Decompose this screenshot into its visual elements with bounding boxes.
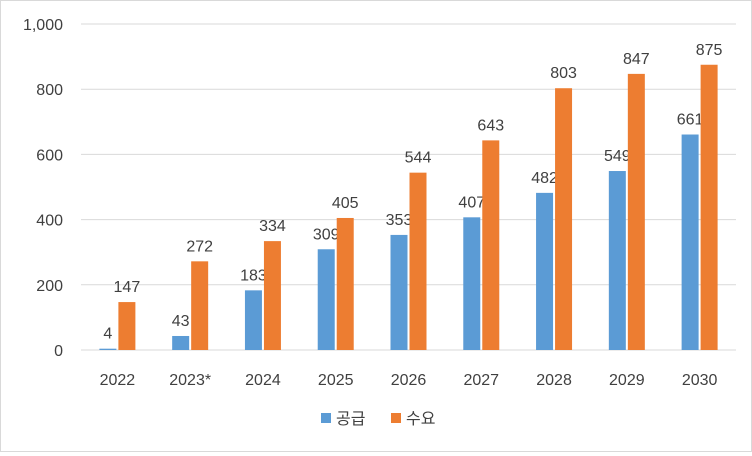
bar-supply bbox=[681, 134, 699, 350]
bar-demand bbox=[191, 261, 209, 350]
data-label: 183 bbox=[240, 267, 267, 284]
data-label: 643 bbox=[477, 117, 504, 134]
legend-swatch-supply bbox=[321, 413, 331, 423]
y-tick-label: 0 bbox=[54, 343, 63, 360]
bar-supply bbox=[244, 290, 262, 350]
x-tick-label: 2028 bbox=[536, 372, 572, 389]
data-label: 43 bbox=[172, 313, 190, 330]
bar-supply bbox=[172, 335, 190, 350]
bar-demand bbox=[263, 241, 281, 350]
bar-supply bbox=[99, 348, 117, 350]
data-label: 544 bbox=[405, 150, 432, 167]
x-tick-label: 2022 bbox=[100, 372, 136, 389]
y-tick-label: 1,000 bbox=[23, 17, 63, 34]
bar-demand bbox=[627, 73, 645, 351]
bar-demand bbox=[700, 64, 718, 350]
bar-supply bbox=[390, 234, 408, 350]
y-tick-label: 400 bbox=[36, 213, 63, 230]
y-tick-label: 800 bbox=[36, 82, 63, 99]
data-label: 147 bbox=[114, 279, 141, 296]
bar-supply bbox=[536, 192, 554, 350]
data-label: 482 bbox=[531, 170, 558, 187]
bar-supply bbox=[317, 249, 335, 350]
bar-demand bbox=[409, 172, 427, 350]
data-label: 549 bbox=[604, 148, 631, 165]
data-label: 353 bbox=[386, 212, 413, 229]
bar-supply bbox=[608, 171, 626, 350]
data-label: 272 bbox=[186, 238, 213, 255]
legend-swatch-demand bbox=[391, 413, 401, 423]
x-tick-label: 2024 bbox=[245, 372, 281, 389]
x-tick-label: 2030 bbox=[682, 372, 718, 389]
x-tick-label: 2023* bbox=[169, 372, 211, 389]
y-tick-label: 600 bbox=[36, 147, 63, 164]
data-label: 309 bbox=[313, 226, 340, 243]
x-tick-label: 2027 bbox=[463, 372, 499, 389]
data-label: 661 bbox=[677, 112, 704, 129]
data-label: 405 bbox=[332, 195, 359, 212]
data-label: 847 bbox=[623, 51, 650, 68]
data-label: 803 bbox=[550, 65, 577, 82]
bar-demand bbox=[336, 217, 354, 350]
bar-demand bbox=[555, 88, 573, 351]
y-tick-label: 200 bbox=[36, 278, 63, 295]
x-tick-label: 2025 bbox=[318, 372, 354, 389]
x-tick-label: 2029 bbox=[609, 372, 645, 389]
data-label: 334 bbox=[259, 218, 286, 235]
bar-supply bbox=[463, 217, 481, 350]
data-label: 4 bbox=[103, 326, 112, 343]
bar-demand bbox=[118, 302, 136, 350]
bar-demand bbox=[482, 140, 500, 350]
legend-label: 공급 bbox=[336, 411, 365, 428]
legend-label: 수요 bbox=[406, 410, 435, 428]
x-tick-label: 2026 bbox=[391, 372, 427, 389]
data-label: 407 bbox=[458, 194, 485, 211]
data-label: 875 bbox=[696, 42, 723, 59]
